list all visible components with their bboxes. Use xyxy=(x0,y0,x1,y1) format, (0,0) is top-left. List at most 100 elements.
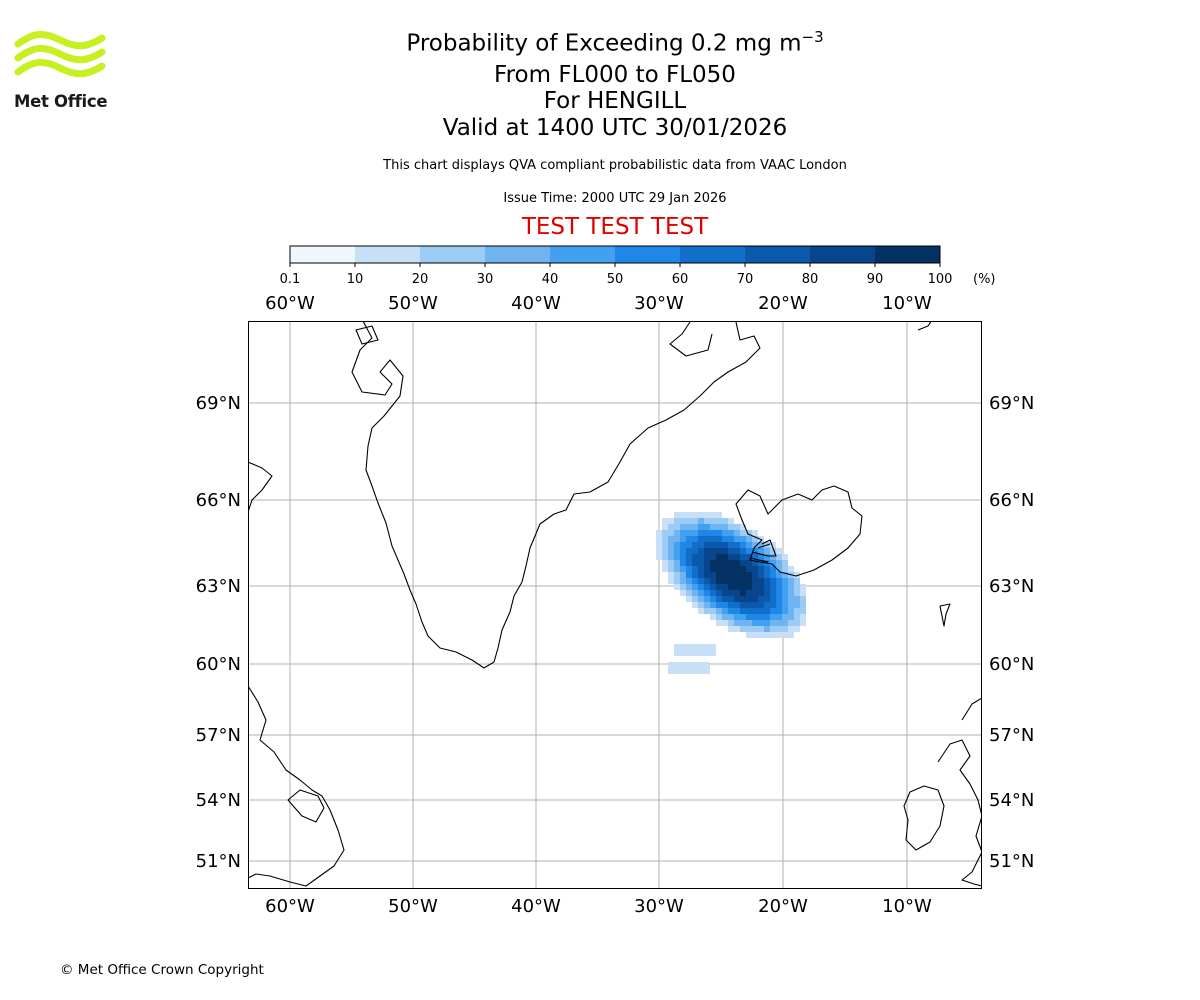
latitude-label-right: 69°N xyxy=(989,393,1034,414)
ash-cell xyxy=(704,566,710,572)
ash-cell xyxy=(782,590,788,596)
ash-cell xyxy=(776,602,782,608)
ash-cell xyxy=(698,560,704,566)
ash-cell xyxy=(770,602,776,608)
ash-cell xyxy=(764,596,770,602)
ash-cell xyxy=(686,584,692,590)
ash-cell xyxy=(716,602,722,608)
ash-cell xyxy=(746,620,752,626)
ash-cell xyxy=(740,596,746,602)
ash-cell xyxy=(680,518,686,524)
ash-cell xyxy=(764,578,770,584)
ash-cell xyxy=(680,548,686,554)
ash-cell xyxy=(716,524,722,530)
ash-cell xyxy=(668,560,674,566)
ash-cell xyxy=(746,578,752,584)
great-britain-coast xyxy=(937,739,982,887)
ash-cell xyxy=(722,596,728,602)
ash-cell xyxy=(704,590,710,596)
ash-cell xyxy=(710,590,716,596)
ash-cell xyxy=(722,614,728,620)
ash-cell xyxy=(686,524,692,530)
ash-cell xyxy=(722,560,728,566)
ash-cell xyxy=(770,578,776,584)
ash-cell xyxy=(776,632,782,638)
ash-cell xyxy=(728,596,734,602)
longitude-label: 30°W xyxy=(634,293,684,314)
ash-cell xyxy=(740,530,746,536)
ash-cell xyxy=(782,566,788,572)
ash-cell xyxy=(728,602,734,608)
ash-cell xyxy=(680,572,686,578)
ash-cell xyxy=(752,542,758,548)
latitude-label-left: 69°N xyxy=(196,393,241,414)
ash-cell xyxy=(728,554,734,560)
ash-cell xyxy=(788,620,794,626)
ash-cell xyxy=(716,584,722,590)
ash-cell xyxy=(686,566,692,572)
ash-cell xyxy=(764,566,770,572)
colorbar-segment-6 xyxy=(680,246,746,263)
ash-cell xyxy=(758,626,764,632)
ash-cell xyxy=(776,560,782,566)
ash-cell xyxy=(656,554,662,560)
ash-cell xyxy=(734,608,740,614)
longitude-label: 30°W xyxy=(634,896,684,917)
ash-cell xyxy=(698,512,704,518)
ash-cell xyxy=(734,572,740,578)
ash-cell xyxy=(686,554,692,560)
ash-cell xyxy=(674,566,680,572)
ash-cell xyxy=(770,572,776,578)
ash-cell xyxy=(686,668,692,674)
map-frame xyxy=(248,321,982,889)
ash-cell xyxy=(716,512,722,518)
ash-cell xyxy=(710,572,716,578)
ash-cell xyxy=(686,596,692,602)
ash-cell xyxy=(686,530,692,536)
ash-cell xyxy=(704,602,710,608)
ash-cell xyxy=(710,560,716,566)
canada-coast xyxy=(248,685,345,887)
ash-cell xyxy=(686,536,692,542)
ash-cell xyxy=(794,596,800,602)
ash-cell xyxy=(668,572,674,578)
longitude-label: 50°W xyxy=(388,896,438,917)
ash-cell xyxy=(746,542,752,548)
ash-cell xyxy=(692,530,698,536)
ash-cell xyxy=(716,542,722,548)
latitude-label-right: 66°N xyxy=(989,490,1034,511)
ash-cell xyxy=(698,566,704,572)
ash-cell xyxy=(764,572,770,578)
ash-cell xyxy=(668,578,674,584)
ash-cell xyxy=(692,554,698,560)
ash-cell xyxy=(776,590,782,596)
ash-cell xyxy=(764,548,770,554)
ash-cell xyxy=(686,560,692,566)
issue-time: Issue Time: 2000 UTC 29 Jan 2026 xyxy=(503,191,727,206)
ash-cell xyxy=(776,554,782,560)
ash-cell xyxy=(788,614,794,620)
ash-cell xyxy=(704,560,710,566)
ash-cell xyxy=(728,620,734,626)
map-gridlines xyxy=(248,321,982,889)
ash-cell xyxy=(746,572,752,578)
ash-cell xyxy=(698,650,704,656)
ash-cell xyxy=(704,668,710,674)
ash-cell xyxy=(740,602,746,608)
chart-title: Probability of Exceeding 0.2 mg m−3 xyxy=(0,28,1200,57)
ash-cell xyxy=(740,542,746,548)
ash-cell xyxy=(716,548,722,554)
ash-cell xyxy=(746,590,752,596)
ash-cell xyxy=(770,548,776,554)
ash-cell xyxy=(698,548,704,554)
ash-cell xyxy=(656,530,662,536)
ash-cell xyxy=(680,536,686,542)
ash-cell xyxy=(662,554,668,560)
ash-cell xyxy=(764,602,770,608)
ash-cell xyxy=(776,578,782,584)
brand-name: Met Office xyxy=(14,92,108,111)
ash-cell xyxy=(668,524,674,530)
ash-cell xyxy=(800,596,806,602)
ash-cell xyxy=(728,518,734,524)
